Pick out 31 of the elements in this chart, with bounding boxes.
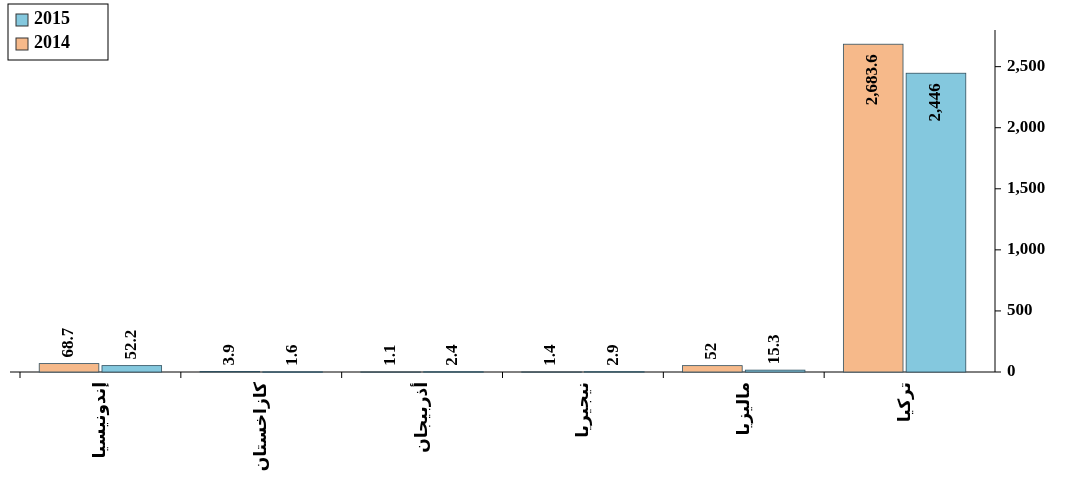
- y-tick-label: 500: [1007, 299, 1033, 319]
- x-tick-label: إندونيسيا: [89, 382, 111, 459]
- data-label: 1.1: [379, 344, 399, 366]
- bar: [905, 72, 967, 373]
- y-tick-label: 2,000: [1007, 116, 1046, 136]
- legend-label: 2014: [34, 32, 70, 53]
- y-tick-label: 1,500: [1007, 177, 1046, 197]
- data-label: 2,446: [924, 83, 944, 122]
- y-tick-label: 0: [1007, 360, 1016, 380]
- data-label: 3.9: [218, 344, 238, 366]
- x-tick-label: نيجيريا: [571, 382, 593, 438]
- data-label: 68.7: [57, 327, 77, 358]
- data-label: 1.4: [540, 344, 560, 366]
- data-label: 2,683.6: [862, 54, 882, 106]
- bar: [38, 363, 100, 373]
- data-label: 2.4: [442, 343, 462, 366]
- bar: [101, 365, 163, 373]
- x-tick-label: كازاخستان: [250, 381, 271, 472]
- bar: [842, 43, 904, 373]
- y-tick-label: 1,000: [1007, 238, 1046, 258]
- data-label: 2.9: [603, 344, 623, 366]
- data-label: 52.2: [120, 329, 140, 360]
- bar: [682, 365, 743, 373]
- x-tick-label: تركيا: [893, 382, 915, 423]
- y-tick-label: 2,500: [1007, 55, 1046, 75]
- data-label: 52: [701, 342, 721, 360]
- legend-label: 2015: [34, 8, 70, 29]
- data-label: 1.6: [281, 344, 301, 366]
- data-label: 15.3: [764, 334, 784, 365]
- x-tick-label: ماليزيا: [732, 382, 754, 436]
- x-tick-label: أذربيجان: [410, 382, 432, 453]
